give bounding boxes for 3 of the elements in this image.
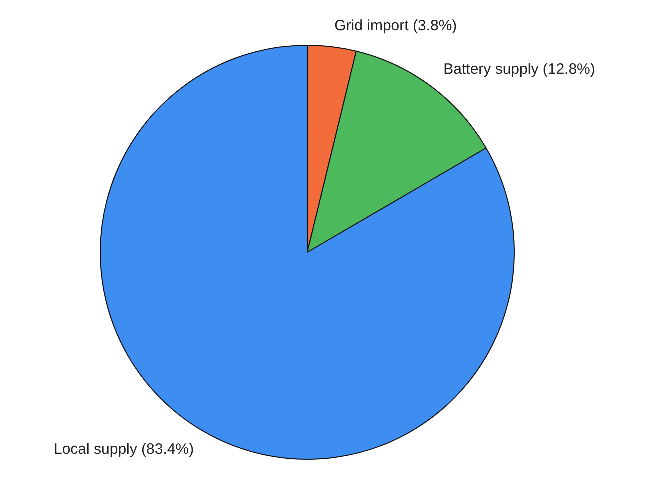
slice-label: Grid import (3.8%) [334, 18, 458, 35]
slice-label: Battery supply (12.8%) [444, 61, 596, 78]
slice-label: Local supply (83.4%) [54, 441, 194, 458]
